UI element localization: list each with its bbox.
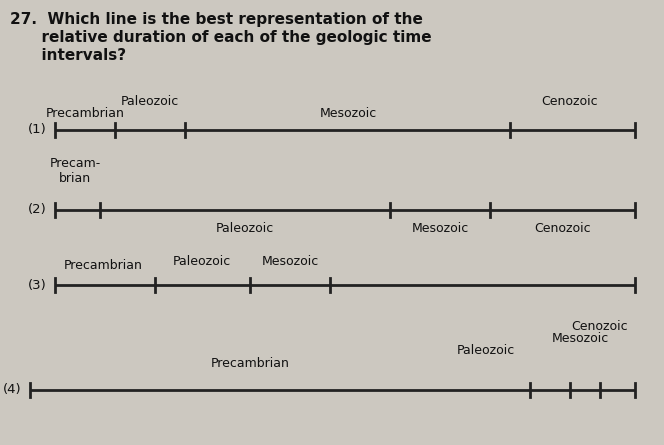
Text: intervals?: intervals? — [10, 48, 126, 63]
Text: Paleozoic: Paleozoic — [173, 255, 231, 268]
Text: relative duration of each of the geologic time: relative duration of each of the geologi… — [10, 30, 432, 45]
Text: Mesozoic: Mesozoic — [319, 107, 376, 120]
Text: Precambrian: Precambrian — [64, 259, 143, 272]
Text: (2): (2) — [29, 203, 47, 217]
Text: Cenozoic: Cenozoic — [542, 95, 598, 108]
Text: Paleozoic: Paleozoic — [121, 95, 179, 108]
Text: Mesozoic: Mesozoic — [412, 222, 469, 235]
Text: Cenozoic: Cenozoic — [572, 320, 628, 333]
Text: 27.  Which line is the best representation of the: 27. Which line is the best representatio… — [10, 12, 423, 27]
Text: Precambrian: Precambrian — [46, 107, 124, 120]
Text: (1): (1) — [29, 124, 47, 137]
Text: Precambrian: Precambrian — [210, 357, 290, 370]
Text: (4): (4) — [3, 384, 22, 396]
Text: Precam-
brian: Precam- brian — [49, 157, 101, 185]
Text: Mesozoic: Mesozoic — [262, 255, 319, 268]
Text: (3): (3) — [29, 279, 47, 291]
Text: Paleozoic: Paleozoic — [216, 222, 274, 235]
Text: Paleozoic: Paleozoic — [457, 344, 515, 357]
Text: Mesozoic: Mesozoic — [551, 332, 609, 345]
Text: Cenozoic: Cenozoic — [535, 222, 592, 235]
